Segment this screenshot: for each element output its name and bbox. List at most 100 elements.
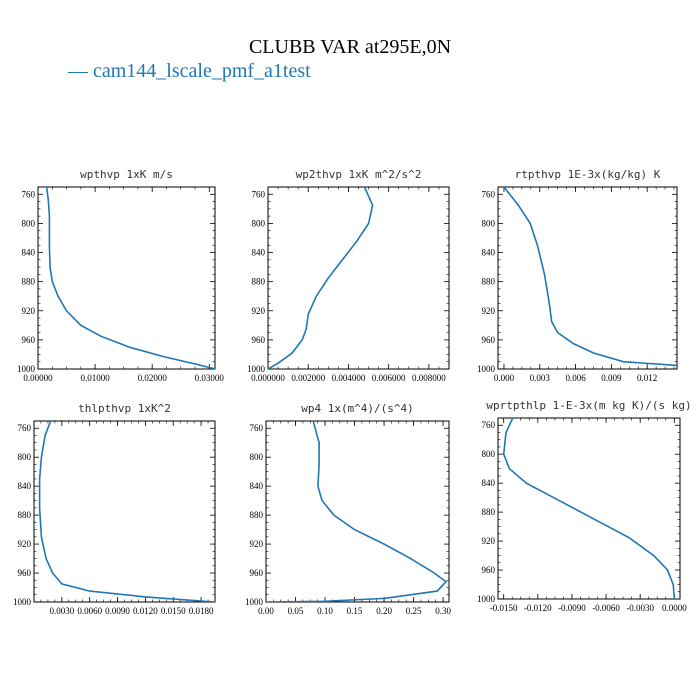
series-line <box>266 421 448 602</box>
x-tick-label: 0.000000 <box>251 373 285 383</box>
series-line <box>502 418 676 599</box>
y-tick-label: 880 <box>482 277 496 287</box>
plot-frame <box>497 417 681 600</box>
y-tick-label: 960 <box>252 335 266 345</box>
x-tick-label: 0.004000 <box>332 373 366 383</box>
subplot-title: rtpthvp 1E-3x(kg/kg) K <box>515 168 661 181</box>
figure-title: CLUBB VAR at295E,0N <box>248 36 452 58</box>
series-line <box>503 187 677 367</box>
x-tick-label: 0.012 <box>637 373 657 383</box>
y-tick-label: 760 <box>22 189 36 199</box>
x-tick-label: 0.009 <box>601 373 622 383</box>
subplot-4: thlpthvp 1xK^2 760 800 840 880 920 960 1000 0.00… <box>13 402 216 616</box>
x-tick-label: -0.0060 <box>592 603 620 613</box>
y-tick-label: 800 <box>482 449 496 459</box>
legend-line-marker: — <box>68 60 88 82</box>
plot-frame <box>265 420 450 603</box>
x-tick-label: 0.01000 <box>80 373 110 383</box>
y-tick-label: 1000 <box>477 364 496 374</box>
y-tick-label: 840 <box>482 478 496 488</box>
plot-frame <box>37 186 216 370</box>
x-tick-label: 0.003 <box>530 373 551 383</box>
subplot-1: wpthvp 1xK m/s 760 800 840 880 920 960 10000.00… <box>17 168 224 383</box>
x-tick-label: -0.0030 <box>626 603 654 613</box>
plot-frame <box>497 186 678 370</box>
y-tick-label: 920 <box>482 306 496 316</box>
y-tick-label: 960 <box>18 568 32 578</box>
y-tick-label: 920 <box>482 536 496 546</box>
y-tick-label: 800 <box>18 452 32 462</box>
x-tick-label: 0.00000 <box>23 373 53 383</box>
y-tick-label: 880 <box>482 507 496 517</box>
x-tick-label: 0.0030 <box>49 606 74 616</box>
y-tick-label: 920 <box>250 539 264 549</box>
y-tick-label: 1000 <box>247 364 266 374</box>
series-line <box>268 187 374 369</box>
x-tick-label: -0.0090 <box>558 603 586 613</box>
x-tick-label: 0.10 <box>317 606 333 616</box>
x-tick-label: 0.0150 <box>161 606 186 616</box>
y-tick-label: 960 <box>482 335 496 345</box>
y-tick-label: 840 <box>22 248 36 258</box>
x-tick-label: 0.0000 <box>662 603 687 613</box>
x-tick-label: 0.00 <box>258 606 274 616</box>
x-tick-label: 0.20 <box>376 606 392 616</box>
y-tick-label: 1000 <box>477 594 496 604</box>
y-tick-label: 880 <box>18 510 32 520</box>
subplot-3: rtpthvp 1E-3x(kg/kg) K 760 800 840 880 920 960… <box>477 168 678 383</box>
x-tick-label: 0.15 <box>347 606 363 616</box>
subplot-2: wp2thvp 1xK m^2/s^2 760 800 840 880 920 960 100… <box>247 168 450 383</box>
y-tick-label: 800 <box>482 218 496 228</box>
x-tick-label: 0.006 <box>565 373 586 383</box>
x-tick-label: 0.008000 <box>412 373 446 383</box>
x-tick-label: 0.000 <box>494 373 515 383</box>
x-tick-label: 0.006000 <box>372 373 406 383</box>
plot-frame <box>33 420 216 603</box>
y-tick-label: 840 <box>482 248 496 258</box>
x-tick-label: 0.02000 <box>138 373 168 383</box>
subplot-title: wp2thvp 1xK m^2/s^2 <box>296 168 422 181</box>
x-tick-label: 0.002000 <box>291 373 325 383</box>
y-tick-label: 760 <box>482 189 496 199</box>
y-tick-label: 840 <box>252 248 266 258</box>
subplot-title: wprtpthlp 1-E-3x(m kg K)/(s kg) <box>486 399 691 412</box>
y-tick-label: 880 <box>250 510 264 520</box>
y-tick-label: 1000 <box>13 597 32 607</box>
y-tick-label: 760 <box>250 423 264 433</box>
x-tick-label: -0.0120 <box>524 603 552 613</box>
x-tick-label: 0.30 <box>435 606 451 616</box>
subplot-5: wp4 1x(m^4)/(s^4)76080084088092096010000… <box>245 402 451 616</box>
y-tick-label: 840 <box>18 481 32 491</box>
y-tick-label: 960 <box>22 335 36 345</box>
x-tick-label: 0.03000 <box>195 373 225 383</box>
y-tick-label: 760 <box>252 189 266 199</box>
y-tick-label: 760 <box>482 420 496 430</box>
legend-label: cam144_lscale_pmf_a1test <box>93 60 311 82</box>
y-tick-label: 920 <box>22 306 36 316</box>
subplot-6: wprtpthlp 1-E-3x(m kg K)/(s kg) 760 800 840… <box>477 399 692 613</box>
y-tick-label: 920 <box>18 539 32 549</box>
x-tick-label: -0.0150 <box>490 603 518 613</box>
x-tick-label: 0.0120 <box>133 606 158 616</box>
y-tick-label: 760 <box>18 423 32 433</box>
x-tick-label: 0.0180 <box>189 606 214 616</box>
y-tick-label: 880 <box>22 277 36 287</box>
y-tick-label: 960 <box>250 568 264 578</box>
x-tick-label: 0.25 <box>406 606 422 616</box>
y-tick-label: 960 <box>482 565 496 575</box>
y-tick-label: 1000 <box>245 597 264 607</box>
y-tick-label: 800 <box>22 218 36 228</box>
subplot-title: wpthvp 1xK m/s <box>80 168 173 181</box>
x-tick-label: 0.0060 <box>77 606 102 616</box>
legend: — cam144_lscale_pmf_a1test <box>68 60 311 83</box>
y-tick-label: 800 <box>250 452 264 462</box>
subplot-title: thlpthvp 1xK^2 <box>78 402 171 415</box>
y-tick-label: 920 <box>252 306 266 316</box>
y-tick-label: 840 <box>250 481 264 491</box>
y-tick-label: 1000 <box>17 364 36 374</box>
subplot-title: wp4 1x(m^4)/(s^4) <box>301 402 414 415</box>
series-line <box>38 421 215 602</box>
x-tick-label: 0.0090 <box>105 606 130 616</box>
series-line <box>45 187 215 369</box>
